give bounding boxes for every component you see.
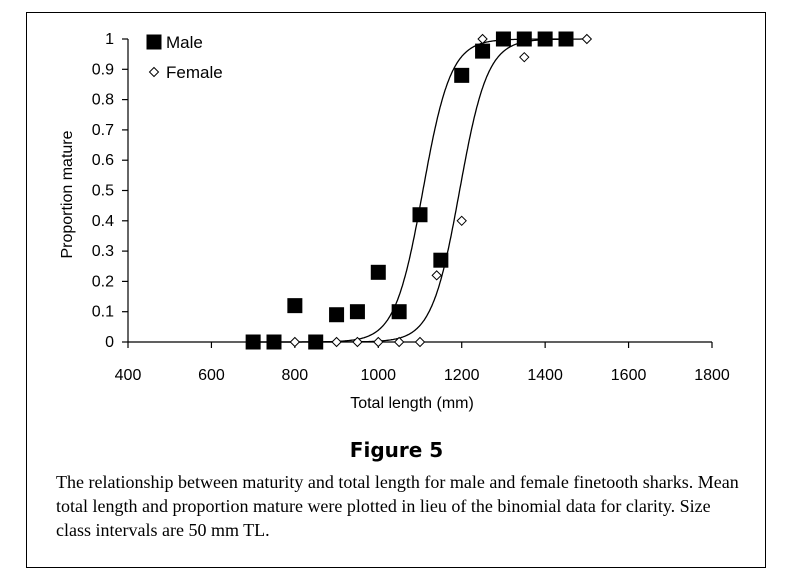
x-tick-label: 1800 — [694, 367, 730, 384]
male-legend-label: Male — [166, 33, 203, 52]
chart-legend: Male Female — [146, 33, 223, 82]
male-data-point — [266, 334, 282, 350]
female-data-point — [414, 336, 426, 348]
female-data-point — [456, 215, 467, 227]
x-axis-label: Total length (mm) — [350, 395, 474, 412]
male-data-point — [475, 43, 491, 59]
y-tick-label: 0.2 — [92, 273, 114, 290]
x-tick-label: 1600 — [611, 367, 647, 384]
male-data-point — [537, 31, 553, 47]
data-points — [245, 31, 593, 350]
female-data-point — [431, 270, 442, 281]
male-data-point — [454, 67, 470, 83]
male-data-point — [516, 31, 532, 47]
fit-curve-male — [253, 38, 566, 343]
male-data-point — [329, 307, 345, 323]
x-tick-label: 1000 — [360, 367, 396, 384]
female-data-point — [393, 336, 405, 348]
male-data-point — [245, 334, 261, 350]
x-tick-label: 800 — [282, 367, 309, 384]
fit-curve-female — [253, 38, 587, 343]
female-data-point — [289, 336, 301, 348]
male-data-point — [349, 304, 365, 320]
male-data-point — [287, 298, 303, 314]
y-tick-label: 0.9 — [92, 61, 114, 78]
female-data-point — [581, 33, 593, 45]
y-axis-label: Proportion mature — [59, 130, 76, 258]
y-tick-label: 0.1 — [92, 304, 114, 321]
y-tick-label: 0 — [105, 334, 114, 351]
x-tick-label: 1400 — [527, 367, 563, 384]
y-tick-label: 1 — [105, 31, 114, 48]
male-data-point — [412, 207, 428, 223]
y-tick-label: 0.3 — [92, 243, 114, 260]
male-data-point — [391, 304, 407, 320]
y-tick-label: 0.7 — [92, 122, 114, 139]
x-tick-label: 400 — [115, 367, 142, 384]
male-legend-marker — [146, 34, 162, 50]
y-tick-label: 0.8 — [92, 92, 114, 109]
figure-frame — [26, 12, 766, 568]
y-tick-label: 0.6 — [92, 152, 114, 169]
figure-title: Figure 5 — [349, 438, 444, 462]
x-tick-label: 1200 — [444, 367, 480, 384]
male-data-point — [433, 252, 449, 268]
female-data-point — [477, 33, 488, 45]
female-data-point — [331, 336, 342, 348]
figure-caption: The relationship between maturity and to… — [56, 472, 739, 540]
female-legend-marker — [148, 66, 160, 78]
male-data-point — [308, 334, 324, 350]
male-data-point — [558, 31, 574, 47]
female-data-point — [352, 336, 363, 348]
male-data-point — [495, 31, 511, 47]
y-tick-label: 0.5 — [92, 183, 114, 200]
fit-curves — [253, 38, 587, 343]
x-tick-label: 600 — [198, 367, 225, 384]
male-data-point — [370, 264, 386, 280]
female-legend-label: Female — [166, 63, 223, 82]
female-data-point — [519, 51, 530, 63]
female-data-point — [373, 336, 384, 348]
y-tick-label: 0.4 — [92, 213, 114, 230]
